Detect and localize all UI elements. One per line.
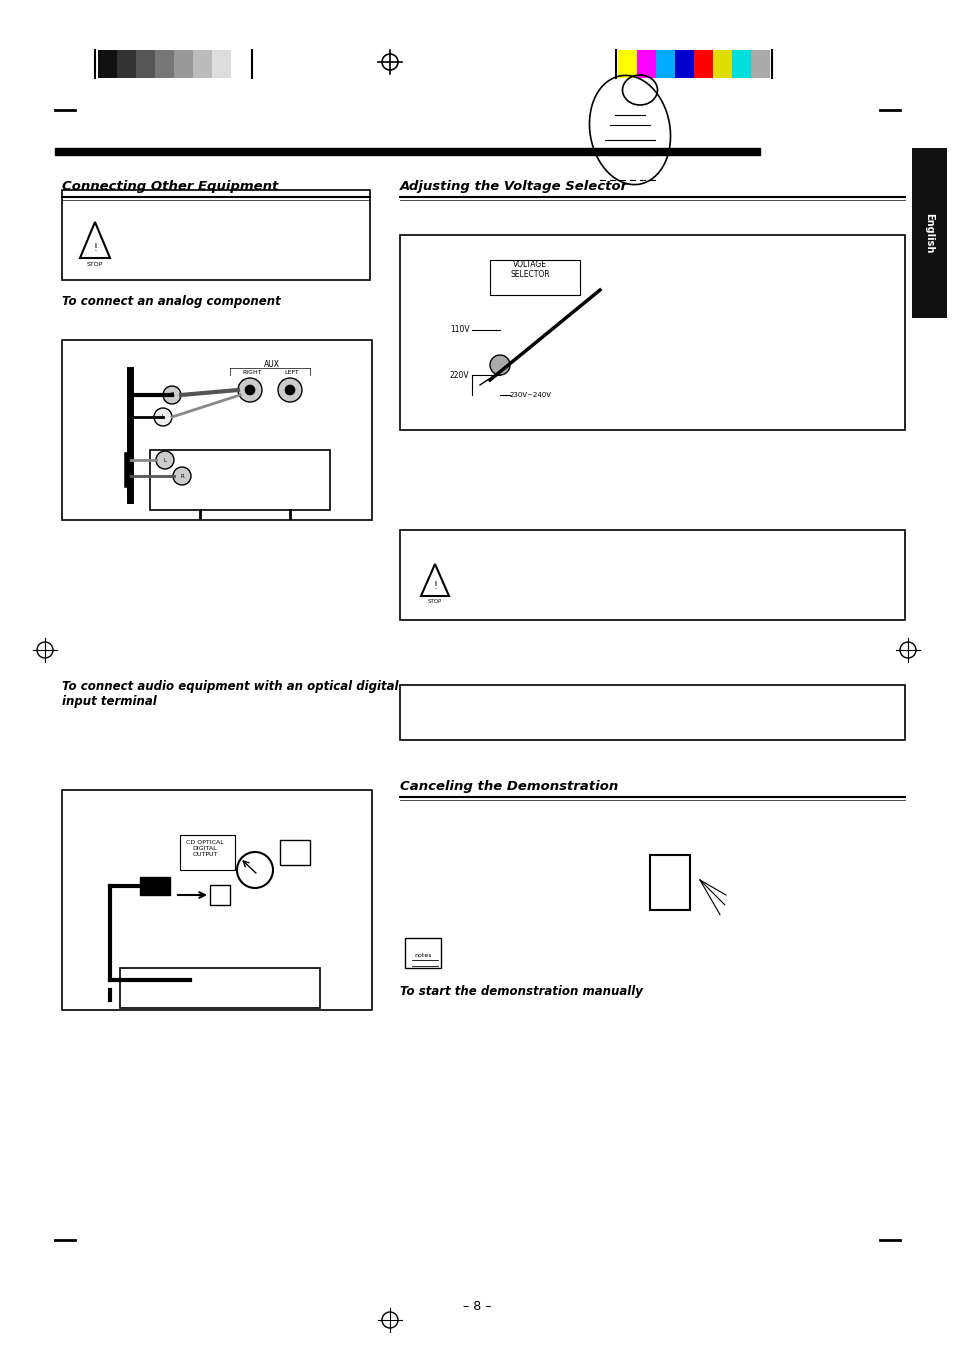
Bar — [618, 50, 637, 78]
Bar — [193, 50, 212, 78]
Text: R: R — [170, 392, 173, 397]
Text: To connect an analog component: To connect an analog component — [62, 295, 280, 308]
Circle shape — [285, 385, 294, 395]
Text: – 8 –: – 8 – — [462, 1301, 491, 1313]
Bar — [62, 790, 372, 1010]
Text: LEFT: LEFT — [284, 370, 299, 375]
Bar — [212, 50, 231, 78]
Bar — [490, 260, 579, 295]
Bar — [693, 50, 712, 78]
Circle shape — [237, 379, 262, 402]
Text: notes: notes — [414, 953, 432, 959]
Bar — [637, 50, 656, 78]
Circle shape — [163, 387, 181, 404]
Text: 230V~240V: 230V~240V — [510, 392, 552, 397]
Text: English: English — [923, 212, 933, 253]
Text: 220V: 220V — [450, 370, 469, 380]
Bar — [210, 886, 230, 904]
Bar — [649, 854, 689, 910]
Text: L: L — [163, 457, 167, 462]
Bar — [399, 530, 904, 621]
Bar — [675, 50, 693, 78]
Bar — [399, 685, 904, 740]
Circle shape — [153, 408, 172, 426]
Bar — [62, 339, 372, 521]
Circle shape — [156, 452, 173, 469]
Bar — [750, 50, 769, 78]
Bar — [154, 50, 173, 78]
Bar — [911, 147, 946, 318]
Text: L: L — [161, 415, 164, 419]
Text: To connect audio equipment with an optical digital
input terminal: To connect audio equipment with an optic… — [62, 680, 398, 708]
Text: AUX: AUX — [264, 360, 280, 369]
Bar — [731, 50, 750, 78]
Bar — [120, 968, 319, 1009]
Text: STOP: STOP — [87, 262, 103, 266]
Text: Canceling the Demonstration: Canceling the Demonstration — [399, 780, 618, 794]
Bar — [405, 938, 440, 968]
Circle shape — [277, 379, 302, 402]
Text: RIGHT: RIGHT — [242, 370, 261, 375]
Circle shape — [490, 356, 510, 375]
Bar — [399, 235, 904, 430]
Text: Connecting Other Equipment: Connecting Other Equipment — [62, 180, 278, 193]
Bar — [98, 50, 117, 78]
Bar — [173, 50, 193, 78]
Text: STOP: STOP — [428, 599, 441, 604]
Circle shape — [245, 385, 254, 395]
Circle shape — [172, 466, 191, 485]
Text: !: ! — [93, 243, 97, 253]
Text: !: ! — [433, 581, 436, 591]
Bar — [140, 877, 170, 895]
Bar — [117, 50, 136, 78]
Bar — [712, 50, 731, 78]
Bar — [231, 50, 250, 78]
Bar — [280, 840, 310, 865]
Text: R: R — [180, 473, 184, 479]
Text: To start the demonstration manually: To start the demonstration manually — [399, 986, 642, 998]
Bar — [136, 50, 154, 78]
Bar — [62, 191, 370, 280]
Text: VOLTAGE
SELECTOR: VOLTAGE SELECTOR — [510, 260, 549, 280]
Text: 110V: 110V — [450, 326, 469, 334]
Text: CD OPTICAL
DIGITAL
OUTPUT: CD OPTICAL DIGITAL OUTPUT — [186, 840, 224, 857]
Bar — [180, 836, 234, 869]
Text: Adjusting the Voltage Selector: Adjusting the Voltage Selector — [399, 180, 627, 193]
Bar — [150, 450, 330, 510]
Bar — [656, 50, 675, 78]
